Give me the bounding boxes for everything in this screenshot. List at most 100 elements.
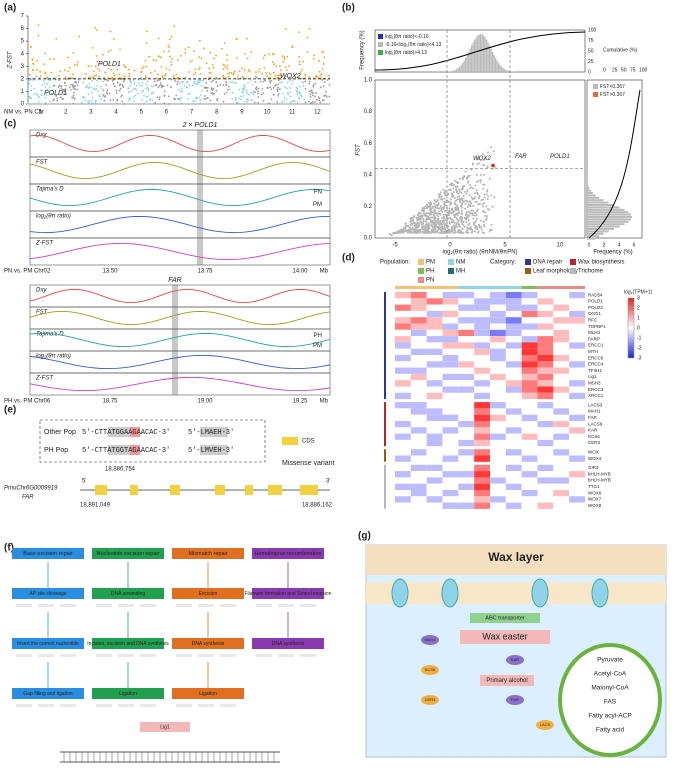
box	[510, 71, 512, 72]
heatmap-cell	[490, 502, 506, 509]
point	[465, 200, 468, 203]
heatmap-cell	[395, 449, 411, 456]
point	[187, 46, 190, 49]
point	[413, 215, 416, 218]
point	[276, 88, 279, 91]
point	[478, 226, 481, 229]
point	[242, 95, 245, 97]
point	[450, 227, 453, 230]
heatmap-cell	[458, 490, 475, 497]
heatmap-cell	[458, 329, 475, 337]
point	[312, 57, 315, 60]
heatmap-cell	[410, 310, 427, 318]
heatmap-cell	[537, 427, 554, 434]
box	[495, 58, 497, 72]
point	[308, 100, 310, 103]
label: Frequency (%)	[360, 30, 366, 69]
point	[134, 94, 137, 97]
box	[198, 604, 214, 607]
point	[57, 86, 60, 88]
point	[289, 86, 292, 89]
point	[469, 212, 472, 215]
point	[162, 85, 165, 88]
point	[461, 220, 464, 223]
point	[399, 231, 402, 234]
label: Mb	[320, 269, 329, 275]
point	[100, 62, 103, 65]
heatmap-cell	[458, 496, 475, 503]
heatmap-cell	[505, 490, 522, 497]
heatmap-cell	[395, 427, 411, 434]
box	[453, 70, 455, 72]
label: (e)	[4, 405, 16, 416]
box	[487, 42, 489, 72]
heatmap-cell	[442, 373, 459, 381]
point	[418, 217, 421, 220]
point	[265, 71, 267, 74]
label: PM	[426, 260, 435, 266]
heatmap-cell	[442, 490, 459, 497]
point	[27, 69, 29, 72]
point	[308, 28, 311, 30]
point	[479, 159, 482, 162]
box	[478, 34, 480, 72]
heatmap-cell	[521, 342, 538, 349]
point	[234, 81, 237, 84]
heatmap-cell	[505, 408, 522, 415]
point	[128, 75, 131, 78]
label: Category:	[490, 260, 516, 266]
label: FAS	[604, 699, 617, 706]
point	[170, 35, 173, 38]
point	[473, 224, 476, 227]
point	[429, 205, 432, 208]
point	[175, 94, 178, 97]
heatmap-cell	[395, 439, 411, 447]
box	[172, 588, 244, 599]
point	[109, 99, 112, 101]
point	[210, 92, 213, 94]
point	[304, 73, 307, 76]
point	[468, 200, 471, 203]
heatmap-cell	[426, 439, 443, 447]
label: Trichome	[578, 269, 603, 275]
point	[276, 100, 279, 103]
point	[236, 77, 239, 80]
point	[446, 227, 449, 230]
heatmap-cell	[569, 373, 585, 381]
heatmap-cell	[553, 449, 570, 456]
point	[486, 165, 489, 168]
box	[38, 704, 54, 707]
heatmap-cell	[505, 471, 522, 478]
label: PH Pop	[44, 447, 68, 454]
point	[107, 67, 110, 70]
point	[77, 81, 80, 84]
heatmap-cell	[537, 402, 554, 409]
point	[474, 184, 477, 187]
point	[137, 82, 140, 84]
point	[184, 52, 187, 54]
point	[247, 68, 250, 71]
point	[286, 91, 289, 94]
box	[537, 286, 585, 289]
point	[272, 53, 275, 56]
box	[12, 688, 84, 699]
point	[484, 211, 487, 214]
point	[236, 75, 239, 77]
heatmap-cell	[537, 310, 554, 318]
point	[288, 79, 291, 82]
point	[173, 74, 176, 77]
point	[482, 164, 485, 167]
x-tick-label: 11	[289, 110, 296, 116]
point	[479, 181, 482, 184]
point	[472, 163, 475, 166]
point	[170, 61, 173, 63]
heatmap-cell	[458, 298, 475, 305]
point	[490, 194, 493, 197]
point	[460, 230, 463, 233]
point	[227, 75, 230, 78]
point	[36, 94, 39, 96]
heatmap-cell	[521, 496, 538, 503]
point	[453, 231, 456, 234]
heatmap-cell	[569, 449, 585, 456]
point	[37, 96, 40, 99]
